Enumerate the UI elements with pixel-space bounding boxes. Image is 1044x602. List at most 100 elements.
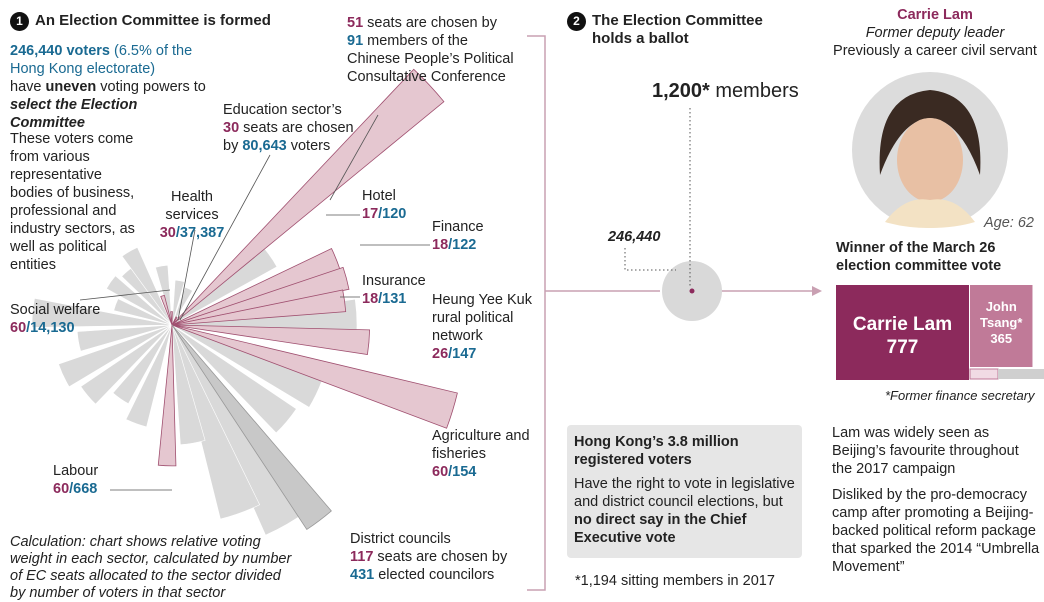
wedge-group [31,68,458,536]
sector-wedge [171,324,332,530]
voters-text: elected councilors [374,567,495,583]
seats: 60 [53,481,70,497]
ratio: 18/131 [362,290,452,308]
footnote: *1,194 sitting members in 2017 [575,573,775,589]
sector-label: Heung Yee Kuk rural political network 26/… [432,291,542,363]
seats-line: 30 seats are chosen [223,119,363,137]
voters: 131 [382,291,407,307]
voters: 14,130 [30,320,75,336]
box-content: Hong Kong’s 3.8 million registered voter… [574,433,796,547]
sector-name: Insurance [362,273,426,289]
voters: 80,643 [242,138,287,154]
separator: / [448,346,453,362]
paragraph: Disliked by the pro-democracy camp after… [832,487,1040,575]
profile: Carrie Lam Former deputy leader Previously… [820,6,1044,60]
info-box [567,425,802,558]
sector-label: Finance 18/122 [432,218,522,254]
seats-line: 51 seats are chosen by [347,14,522,32]
background-wedge [58,324,173,388]
sector-wedge [171,289,347,326]
profile-name: Carrie Lam [897,7,973,23]
vote-label: John Tsang* 365 [970,299,1032,347]
candidate-name: Carrie Lam [852,314,953,335]
leader-line [329,114,379,201]
box-title: Hong Kong’s 3.8 million registered voter… [574,434,739,468]
ratio: 60/154 [432,463,532,481]
voters: 154 [452,464,477,480]
sector-name: Finance [432,219,484,235]
intro-uneven: uneven [45,79,97,95]
seats-text: seats are chosen [239,120,354,136]
step2: 2 The Election Committee holds a ballot [567,12,797,48]
ratio: 60/668 [53,480,143,498]
sector-label: Social welfare 60/14,130 [10,301,150,337]
sector-label: Health services 30/37,387 [152,188,232,242]
hair [879,90,981,175]
sector-wedge [171,316,178,326]
sector-name: Agriculture and fisheries [432,428,530,462]
calculation: Calculation: chart shows relative voting… [10,534,292,601]
step-title: The Election Committee holds a ballot [592,12,763,47]
leader-line [79,289,171,301]
profile-age: Age: 62 [984,215,1034,231]
seats-line: 117 seats are chosen by [350,548,525,566]
background-wedge [31,297,173,328]
intro-have: have [10,79,46,95]
sector-name: Education sector’s [223,102,342,118]
sector-wedge [171,324,458,429]
background-wedge [112,324,173,405]
total: 1,200* [652,80,710,102]
box-text: Have the right to vote in legislative an… [574,475,796,547]
background-wedge [171,324,261,520]
separator: / [69,481,74,497]
separator: / [26,320,31,336]
background-wedge [125,324,173,428]
seats: 17 [362,206,379,222]
dotted-line [624,248,676,271]
sector-wedge [157,324,177,467]
step-number: 2 [567,12,586,31]
sector-label: 51 seats are chosen by 91 members of the … [347,14,522,86]
seats: 30 [223,120,240,136]
seats-text: seats are chosen by [373,549,508,565]
background-wedge [171,324,297,434]
sector-wedge [170,311,173,326]
intro-share: (6.5% of the Hong Kong electorate) [10,43,193,77]
sector-wedge [171,266,350,326]
ballot-dot [689,288,695,294]
voters: 668 [73,481,98,497]
box-bold: no direct say in the Chief Executive vot… [574,512,747,546]
vote-group [836,285,1033,380]
voters-prefix: by [223,138,243,154]
voters: 147 [452,346,477,362]
candidate-votes: 365 [990,331,1013,346]
voters: 91 [347,33,364,49]
total-members: 1,200* members [652,80,799,102]
leader-line [177,229,196,321]
voters: 122 [452,237,477,253]
seats: 30 [159,225,176,241]
voters-text: members of the Chinese People’s Politica… [347,33,514,85]
sector-wedge [171,68,445,326]
small-bar [969,368,999,380]
vote-label: Carrie Lam 777 [836,313,969,359]
voters-text: voters [286,138,331,154]
step-number: 1 [10,12,29,31]
profile-previous: Previously a career civil servant [833,43,1037,59]
background-wedge [171,279,185,326]
candidate-votes: 777 [886,337,919,358]
voters: 431 [350,567,375,583]
collar [885,199,975,228]
tsang-note: *Former finance secretary [885,388,1035,403]
sector-label: Insurance 18/131 [362,272,452,308]
intro-voters: 246,440 voters [10,43,110,59]
intro-select: select the Election Committee [10,97,138,131]
sector-wedge [160,294,173,326]
seats: 26 [432,346,449,362]
sector-wedge [171,324,371,356]
vote-bar [836,285,969,380]
candidate-name: John Tsang* [980,299,1023,330]
seats: 51 [347,15,364,31]
background-wedge [80,324,173,405]
